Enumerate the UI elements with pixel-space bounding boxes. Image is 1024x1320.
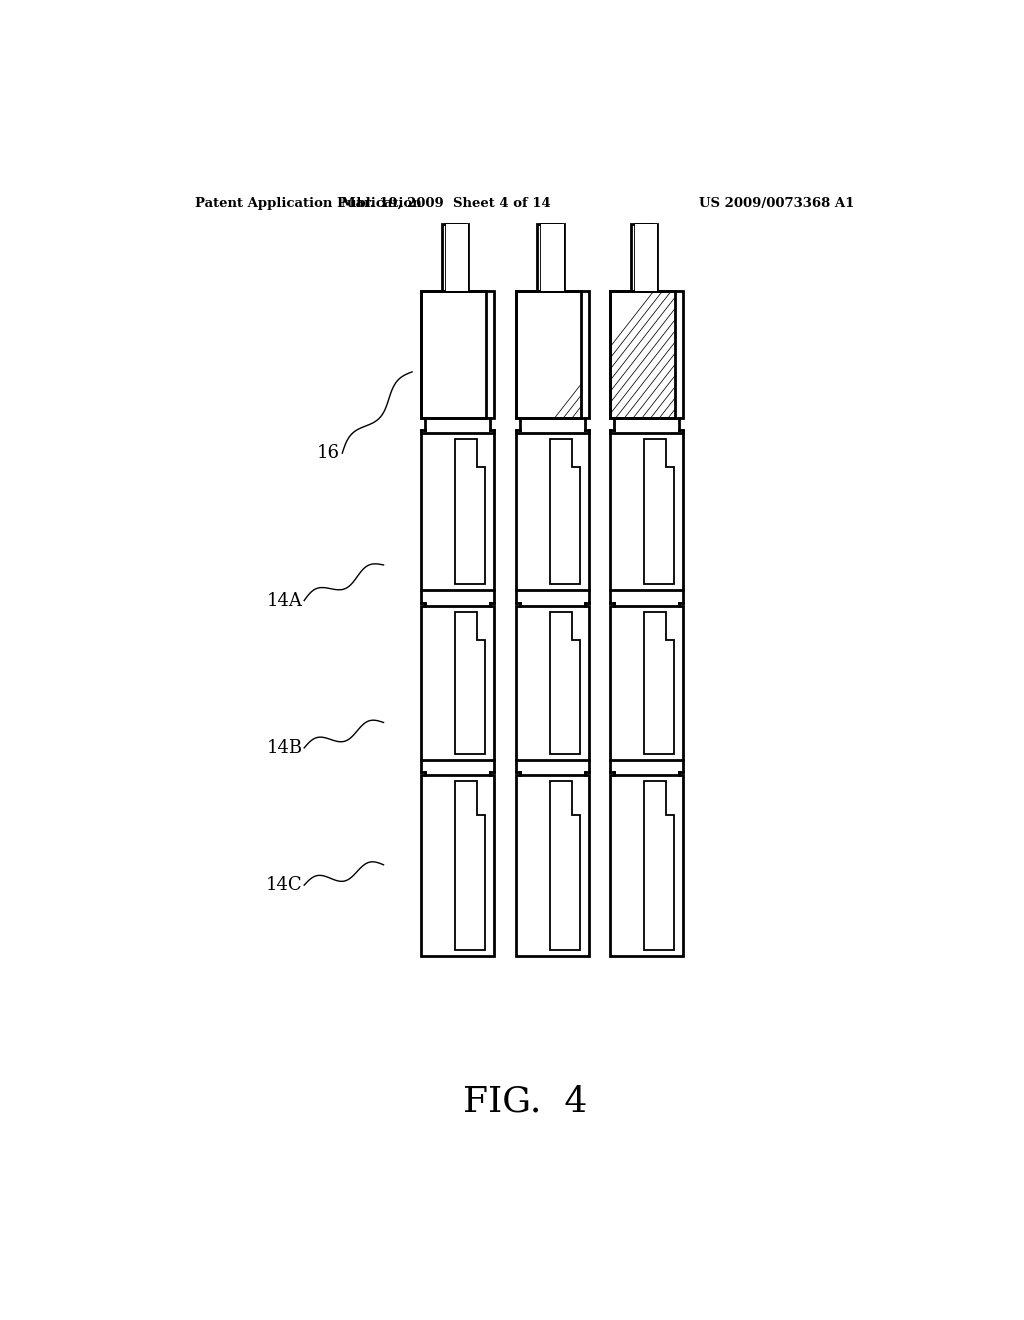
Bar — [421, 606, 494, 760]
Bar — [516, 290, 582, 417]
Bar — [446, 224, 468, 290]
Polygon shape — [644, 781, 674, 950]
Bar — [609, 433, 683, 590]
Bar — [516, 433, 589, 590]
Bar — [442, 224, 465, 290]
Bar — [516, 606, 589, 760]
Bar — [421, 433, 494, 590]
Bar — [516, 775, 589, 956]
Polygon shape — [644, 440, 674, 585]
Bar — [538, 224, 560, 290]
Bar — [446, 224, 468, 290]
Bar — [609, 290, 675, 417]
Bar — [609, 775, 683, 956]
Bar — [609, 775, 683, 956]
Bar — [421, 290, 486, 417]
Bar — [635, 224, 657, 290]
Polygon shape — [550, 440, 581, 585]
Bar — [542, 224, 563, 290]
Polygon shape — [455, 611, 485, 754]
Bar — [609, 433, 683, 590]
Text: FIG.  4: FIG. 4 — [463, 1085, 587, 1118]
Bar — [421, 290, 486, 417]
Bar — [538, 224, 560, 290]
Polygon shape — [550, 781, 581, 950]
Bar — [516, 606, 589, 760]
Text: 14C: 14C — [266, 876, 303, 894]
Bar — [635, 224, 657, 290]
Bar — [516, 290, 589, 417]
Bar — [609, 606, 683, 760]
Bar — [421, 775, 494, 956]
Text: US 2009/0073368 A1: US 2009/0073368 A1 — [699, 197, 855, 210]
Bar — [442, 224, 465, 290]
Bar — [421, 290, 494, 417]
Bar — [421, 290, 494, 417]
Bar — [609, 606, 683, 760]
Bar — [635, 224, 657, 290]
Bar — [516, 290, 589, 417]
Bar — [609, 290, 683, 417]
Text: 14A: 14A — [266, 591, 303, 610]
Bar — [542, 224, 563, 290]
Bar — [609, 290, 683, 417]
Bar — [516, 290, 582, 417]
Bar — [516, 775, 589, 956]
Polygon shape — [455, 781, 485, 950]
Bar — [516, 433, 589, 590]
Bar — [631, 224, 653, 290]
Bar — [542, 224, 563, 290]
Polygon shape — [550, 611, 581, 754]
Polygon shape — [455, 440, 485, 585]
Polygon shape — [644, 611, 674, 754]
Bar — [446, 224, 468, 290]
Text: Patent Application Publication: Patent Application Publication — [196, 197, 422, 210]
Bar — [421, 775, 494, 956]
Text: 16: 16 — [316, 444, 340, 462]
Bar — [421, 433, 494, 590]
Text: Mar. 19, 2009  Sheet 4 of 14: Mar. 19, 2009 Sheet 4 of 14 — [341, 197, 550, 210]
Bar — [421, 606, 494, 760]
Bar — [631, 224, 653, 290]
Text: 14B: 14B — [266, 739, 303, 756]
Bar — [609, 290, 675, 417]
